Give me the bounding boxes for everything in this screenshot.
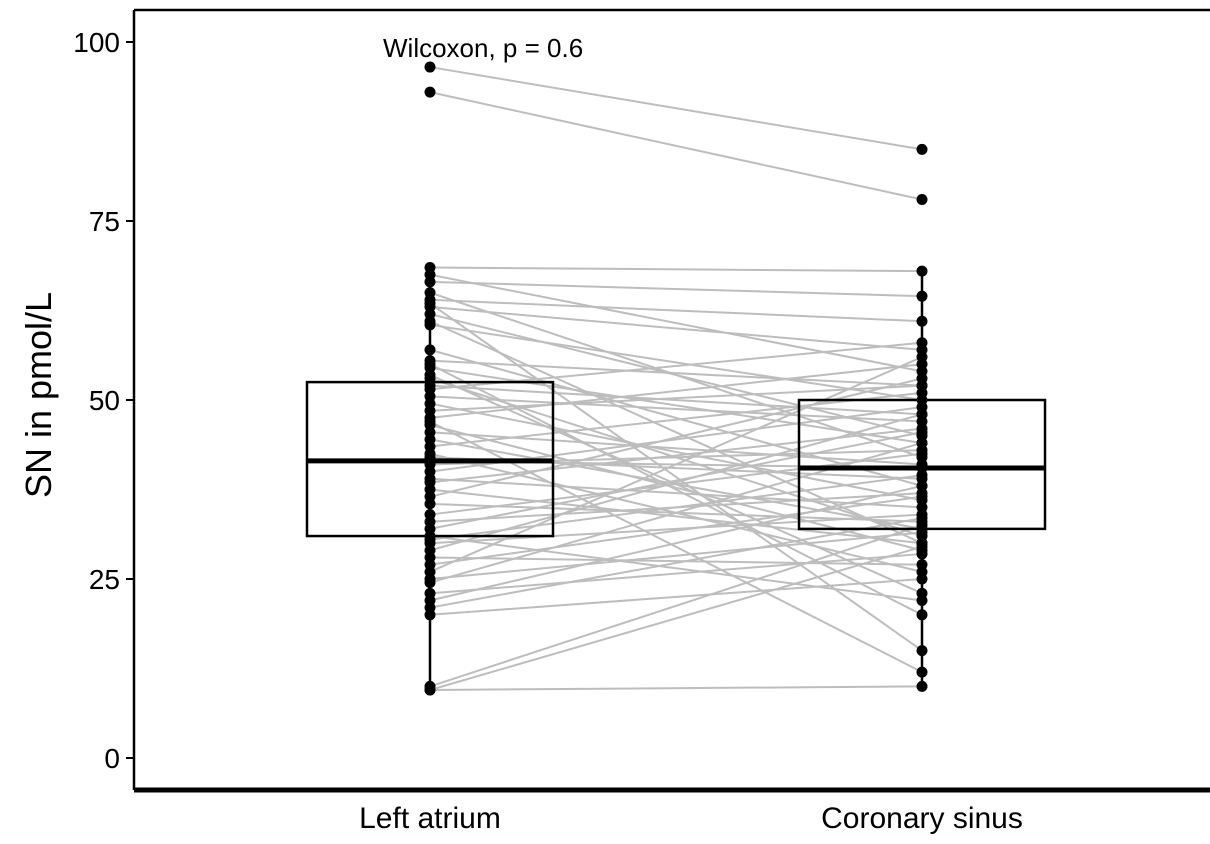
data-point bbox=[916, 573, 928, 585]
data-point bbox=[424, 315, 436, 327]
paired-line bbox=[429, 545, 923, 691]
paired-line bbox=[429, 363, 923, 419]
data-point bbox=[916, 426, 928, 438]
paired-line bbox=[429, 366, 923, 444]
paired-line bbox=[429, 552, 923, 595]
data-point bbox=[916, 645, 928, 657]
paired-line bbox=[429, 363, 923, 616]
paired-line bbox=[429, 273, 923, 373]
paired-line bbox=[429, 91, 923, 201]
paired-line bbox=[429, 513, 923, 545]
paired-line bbox=[429, 524, 923, 688]
data-point bbox=[424, 577, 436, 589]
data-point bbox=[916, 491, 928, 503]
y-tick-label: 0 bbox=[104, 743, 120, 774]
paired-line bbox=[429, 474, 923, 541]
data-point bbox=[424, 276, 436, 288]
paired-line bbox=[429, 298, 923, 323]
data-point bbox=[916, 351, 928, 363]
paired-line bbox=[429, 384, 923, 416]
y-tick-label: 50 bbox=[89, 385, 120, 416]
paired-line bbox=[429, 359, 923, 387]
data-point bbox=[916, 315, 928, 327]
wilcoxon-annotation: Wilcoxon, p = 0.6 bbox=[383, 33, 583, 63]
paired-line bbox=[429, 578, 923, 616]
x-tick-label: Left atrium bbox=[359, 802, 501, 835]
data-point bbox=[916, 437, 928, 449]
paired-line bbox=[429, 320, 923, 545]
paired-line bbox=[429, 323, 923, 401]
paired-line bbox=[429, 305, 923, 351]
plot-area bbox=[305, 61, 1047, 696]
data-point bbox=[916, 680, 928, 692]
data-point bbox=[916, 609, 928, 621]
paired-line bbox=[429, 477, 923, 509]
y-tick-label: 75 bbox=[89, 206, 120, 237]
data-point bbox=[916, 448, 928, 460]
paired-line bbox=[429, 517, 923, 609]
data-point bbox=[916, 194, 928, 206]
paired-line bbox=[429, 402, 923, 502]
paired-line bbox=[429, 488, 923, 545]
paired-line bbox=[429, 413, 923, 552]
data-point bbox=[424, 609, 436, 621]
data-point bbox=[424, 684, 436, 696]
data-point bbox=[916, 143, 928, 155]
data-point bbox=[916, 480, 928, 492]
data-point bbox=[916, 337, 928, 349]
data-point bbox=[424, 498, 436, 510]
data-point bbox=[916, 559, 928, 571]
data-point bbox=[916, 387, 928, 399]
paired-line bbox=[429, 431, 923, 530]
paired-line bbox=[429, 66, 923, 151]
paired-line bbox=[429, 302, 923, 652]
data-point bbox=[916, 519, 928, 531]
data-point bbox=[424, 61, 436, 73]
data-point bbox=[424, 369, 436, 381]
paired-line bbox=[429, 495, 923, 566]
data-point bbox=[916, 290, 928, 302]
paired-line bbox=[429, 391, 923, 448]
paired-line bbox=[429, 531, 923, 580]
data-point bbox=[916, 373, 928, 385]
data-point bbox=[916, 537, 928, 549]
y-tick-label: 100 bbox=[73, 27, 120, 58]
paired-line bbox=[429, 313, 923, 437]
data-point bbox=[424, 358, 436, 370]
axes: 0 25 50 75 100 Left atrium Coronary sinus bbox=[73, 8, 1210, 835]
paired-line bbox=[429, 484, 923, 602]
data-point bbox=[424, 297, 436, 309]
paired-line bbox=[429, 685, 923, 691]
paired-line bbox=[429, 377, 923, 498]
data-point bbox=[916, 408, 928, 420]
data-point bbox=[916, 587, 928, 599]
paired-line bbox=[429, 266, 923, 273]
data-point bbox=[916, 265, 928, 277]
paired-line bbox=[429, 280, 923, 298]
data-point bbox=[424, 344, 436, 356]
data-point bbox=[916, 469, 928, 481]
data-point bbox=[424, 415, 436, 427]
paired-line bbox=[429, 535, 923, 602]
y-axis-title: SN in pmol/L bbox=[18, 292, 59, 498]
data-point bbox=[424, 86, 436, 98]
paired-line bbox=[429, 374, 923, 595]
data-point bbox=[916, 666, 928, 678]
y-tick-label: 25 bbox=[89, 564, 120, 595]
x-tick-label: Coronary sinus bbox=[821, 802, 1023, 835]
